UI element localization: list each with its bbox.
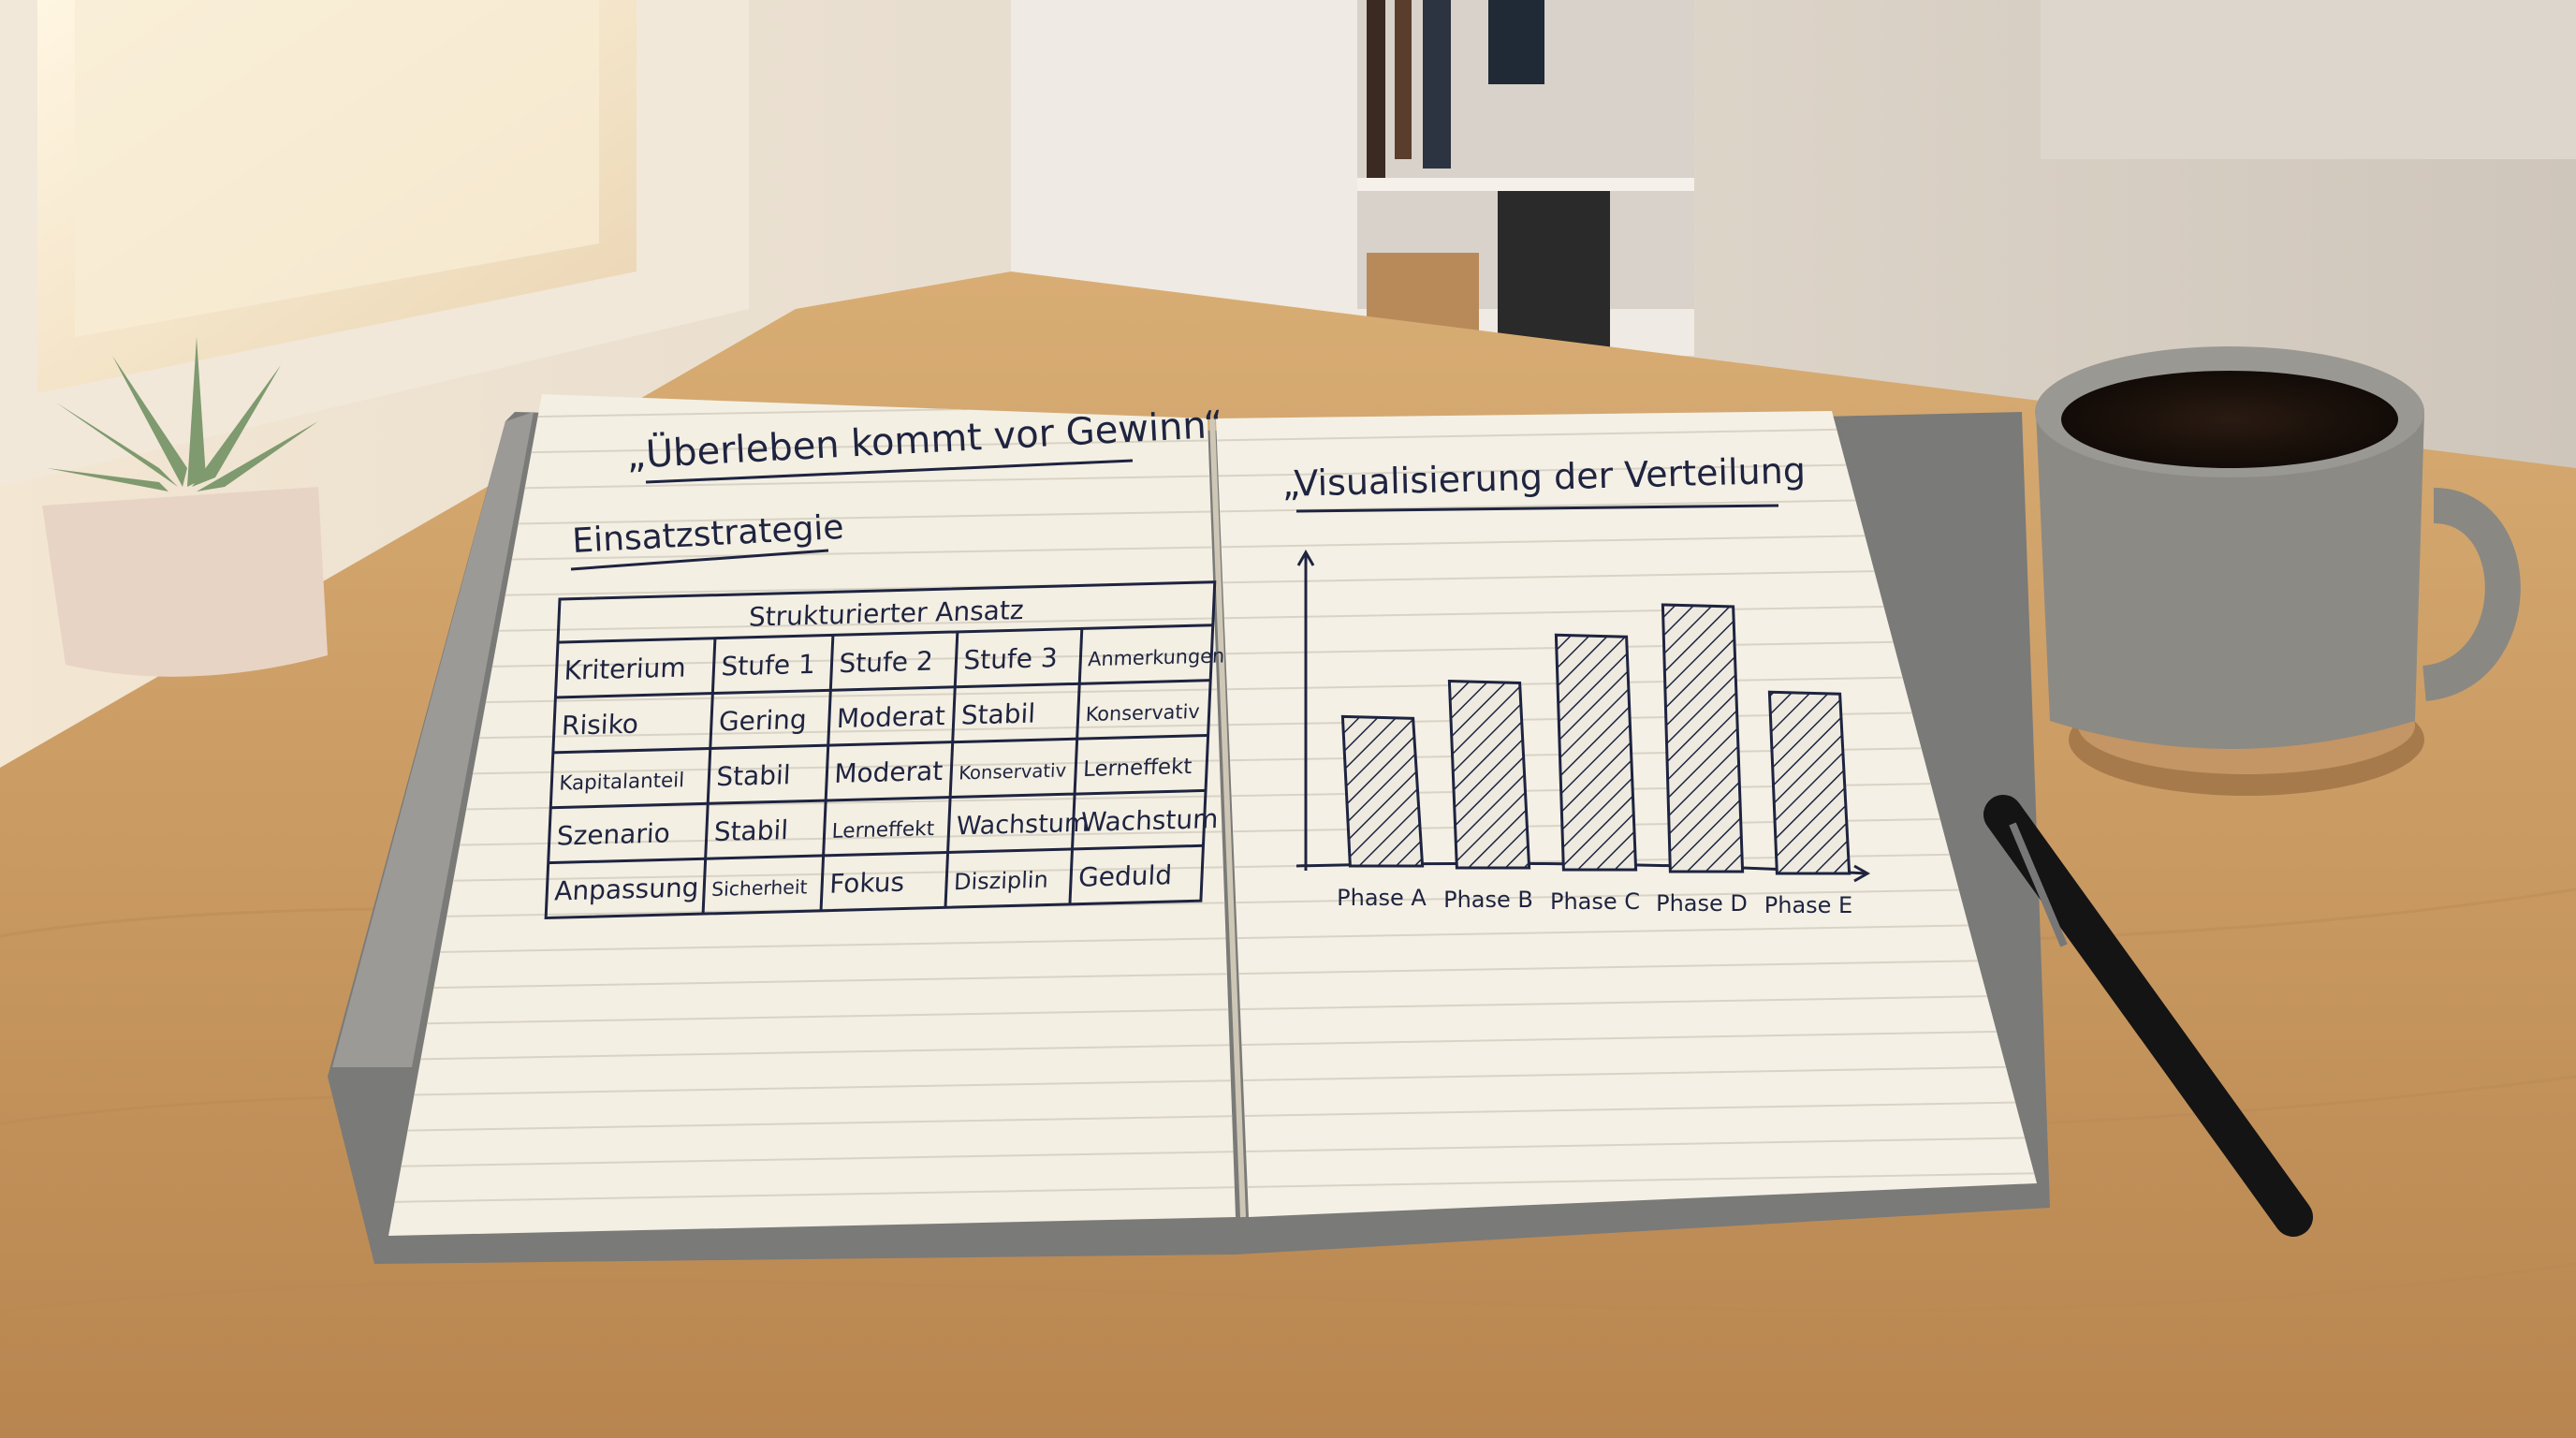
x-tick-label: Phase B <box>1443 887 1533 913</box>
strategy-table: Strukturierter Ansatz Kriterium Stufe 1 Stu… <box>544 580 1225 920</box>
table-cell: Risiko <box>561 709 638 741</box>
table-cell: Disziplin <box>954 867 1049 896</box>
table-cell: Lerneffekt <box>831 817 935 844</box>
window <box>0 0 749 487</box>
x-tick-label: Phase A <box>1337 885 1427 911</box>
notebook-left-page <box>388 394 1236 1236</box>
table-cell: Sicherheit <box>711 875 808 901</box>
table-header-cell: Anmerkungen <box>1088 644 1225 670</box>
x-tick-label: Phase D <box>1656 890 1748 917</box>
table-cell: Wachstum <box>956 809 1090 842</box>
table-header-cell: Kriterium <box>564 652 686 685</box>
x-axis-arrow <box>1853 864 1871 883</box>
table-cell: Kapitalanteil <box>559 769 685 796</box>
x-tick-label: Phase C <box>1550 888 1640 915</box>
bar-phase-a <box>1340 714 1425 868</box>
table-cell: Konservativ <box>959 759 1067 784</box>
succulent-plant <box>42 337 328 677</box>
table-cell: Stabil <box>716 759 792 792</box>
table-title: Strukturierter Ansatz <box>748 594 1024 633</box>
bar-phase-e <box>1767 690 1852 875</box>
pen <box>1983 795 2313 1237</box>
table-cell: Fokus <box>829 867 905 900</box>
table-border <box>544 580 1217 920</box>
y-axis-arrow <box>1296 549 1315 566</box>
bar-phase-c <box>1554 633 1638 872</box>
table-cell: Moderat <box>836 700 945 734</box>
x-tick-label: Phase E <box>1764 892 1852 918</box>
table-header-cell: Stufe 1 <box>721 649 816 682</box>
coffee-mug <box>2035 346 2521 796</box>
table-header-cell: Stufe 2 <box>839 646 934 680</box>
table-cell: Wachstum <box>1080 803 1219 838</box>
table-cell: Anpassung <box>554 872 700 906</box>
bar-chart: Phase A Phase B Phase C Phase D Phase E <box>1295 549 1871 918</box>
table-cell: Stabil <box>713 814 789 847</box>
table-cell: Gering <box>718 704 807 737</box>
table-header-cell: Stufe 3 <box>963 642 1059 676</box>
table-cell: Stabil <box>960 698 1036 731</box>
table-cell: Szenario <box>556 817 670 851</box>
table-cell: Lerneffekt <box>1083 755 1193 782</box>
table-cell: Geduld <box>1077 859 1172 893</box>
bar-phase-b <box>1447 679 1531 870</box>
bar-phase-d <box>1661 603 1745 873</box>
table-cell: Konservativ <box>1085 700 1200 726</box>
window-right <box>2041 0 2576 159</box>
notebook-spine <box>1209 418 1246 1218</box>
table-cell: Moderat <box>834 756 944 789</box>
